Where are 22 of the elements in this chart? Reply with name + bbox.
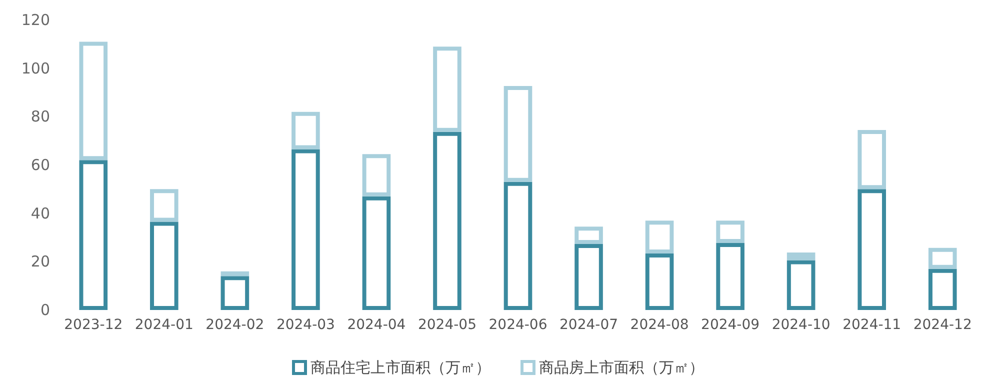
y-tick-label: 0	[40, 301, 50, 319]
x-tick-label: 2024-04	[347, 317, 406, 333]
y-tick-label: 60	[30, 156, 50, 174]
x-tick-label: 2024-02	[206, 317, 264, 333]
x-tick-label: 2024-08	[630, 317, 689, 333]
x-tick-label: 2024-12	[913, 317, 972, 333]
x-tick-label: 2024-10	[772, 317, 830, 333]
x-tick-label: 2024-01	[134, 317, 194, 333]
y-tick-label: 120	[21, 11, 50, 29]
legend-label: 商品住宅上市面积（万㎡）	[310, 358, 490, 376]
x-tick-label: 2024-11	[842, 317, 902, 333]
legend-label: 商品房上市面积（万㎡）	[539, 358, 704, 376]
y-tick-label: 40	[30, 204, 50, 222]
y-tick-label: 20	[30, 252, 50, 271]
x-tick-label: 2024-06	[488, 317, 548, 333]
y-tick-label: 100	[21, 59, 50, 78]
y-tick-label: 80	[30, 108, 50, 126]
x-tick-label: 2023-12	[64, 317, 123, 333]
x-tick-label: 2024-05	[418, 317, 476, 333]
x-tick-label: 2024-03	[276, 317, 335, 333]
x-tick-label: 2024-07	[560, 317, 618, 333]
x-tick-label: 2024-09	[701, 317, 760, 333]
